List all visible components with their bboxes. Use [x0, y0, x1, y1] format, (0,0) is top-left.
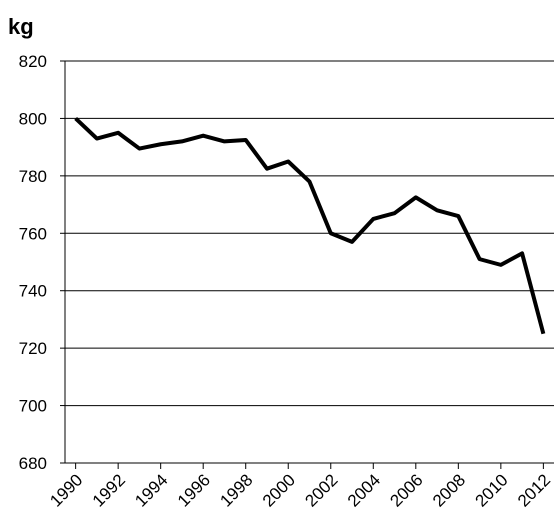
x-tick-label: 2000: [259, 470, 299, 510]
y-axis-label: kg: [8, 14, 34, 39]
x-tick-label: 2006: [386, 470, 426, 510]
y-tick-label: 780: [19, 167, 47, 186]
y-tick-label: 740: [19, 282, 47, 301]
x-tick-label: 1992: [89, 470, 129, 510]
x-tick-label: 2010: [471, 470, 511, 510]
y-tick-label: 720: [19, 339, 47, 358]
data-line: [74, 116, 546, 335]
y-tick-label: 760: [19, 224, 47, 243]
y-tick-label: 680: [19, 454, 47, 473]
x-tick-label: 2002: [301, 470, 341, 510]
y-tick-label: 700: [19, 397, 47, 416]
y-tick-label: 800: [19, 109, 47, 128]
x-tick-label: 1996: [174, 470, 214, 510]
x-tick-label: 2012: [514, 470, 554, 510]
x-tick-label: 1998: [216, 470, 256, 510]
x-tick-label: 1994: [131, 470, 171, 510]
x-tick-label: 1990: [46, 470, 86, 510]
x-tick-label: 2008: [429, 470, 469, 510]
x-tick-label: 2004: [344, 470, 384, 510]
y-tick-label: 820: [19, 52, 47, 71]
